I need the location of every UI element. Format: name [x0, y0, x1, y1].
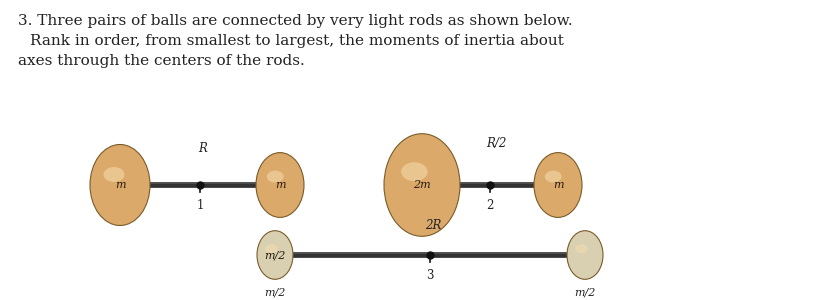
Text: m/2: m/2 [574, 288, 595, 298]
Ellipse shape [265, 244, 277, 253]
Ellipse shape [533, 153, 581, 218]
Ellipse shape [256, 231, 293, 279]
Ellipse shape [566, 231, 602, 279]
Text: 3: 3 [426, 269, 433, 282]
Text: m: m [552, 180, 562, 190]
Text: 3. Three pairs of balls are connected by very light rods as shown below.: 3. Three pairs of balls are connected by… [18, 14, 572, 28]
Ellipse shape [90, 145, 150, 226]
Text: 2: 2 [485, 199, 493, 212]
Ellipse shape [256, 153, 304, 218]
Text: m/2: m/2 [264, 250, 285, 260]
Text: 2R: 2R [424, 219, 441, 232]
Text: Rank in order, from smallest to largest, the moments of inertia about: Rank in order, from smallest to largest,… [30, 34, 563, 48]
Text: m/2: m/2 [264, 288, 285, 298]
Text: R: R [198, 142, 208, 155]
Text: 2m: 2m [413, 180, 430, 190]
Ellipse shape [266, 171, 284, 183]
Text: R/2: R/2 [485, 137, 505, 150]
Text: axes through the centers of the rods.: axes through the centers of the rods. [18, 54, 304, 68]
Ellipse shape [575, 244, 587, 253]
Ellipse shape [400, 162, 428, 181]
Text: 1: 1 [196, 199, 203, 212]
Text: m: m [275, 180, 285, 190]
Text: m: m [115, 180, 125, 190]
Ellipse shape [384, 134, 460, 236]
Ellipse shape [544, 171, 561, 183]
Ellipse shape [103, 167, 124, 182]
